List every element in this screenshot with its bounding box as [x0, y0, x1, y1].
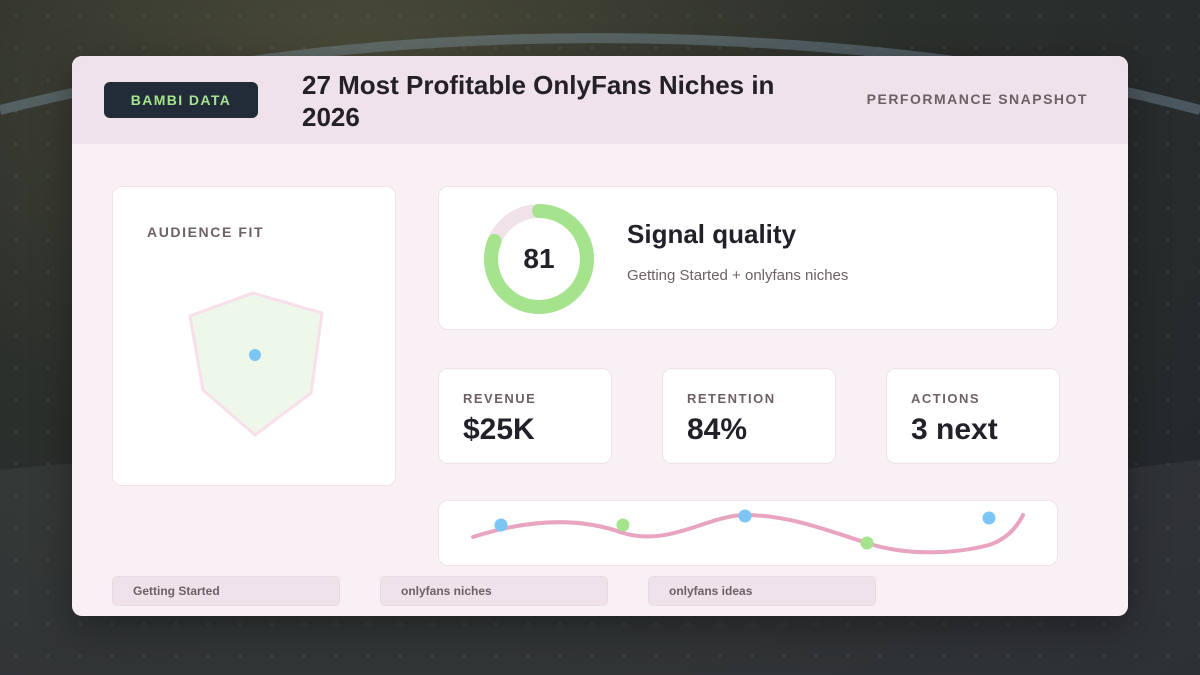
stat-card-actions: ACTIONS 3 next — [886, 368, 1060, 464]
signal-gauge — [484, 204, 594, 314]
signal-title: Signal quality — [627, 219, 797, 249]
trend-point — [616, 518, 630, 532]
audience-fit-panel: AUDIENCE FIT — [112, 186, 396, 486]
stat-value: 84% — [687, 413, 748, 446]
radar-shape — [188, 291, 324, 437]
stat-label: REVENUE — [463, 391, 537, 406]
card-header: BAMBI DATA 27 Most Profitable OnlyFans N… — [72, 56, 1128, 144]
tag-chip-onlyfans-ideas[interactable]: onlyfans ideas — [648, 576, 876, 606]
signal-quality-panel: 81 Signal quality Getting Started + only… — [438, 186, 1058, 330]
tag-chip-onlyfans-niches[interactable]: onlyfans niches — [380, 576, 608, 606]
tag-chip-getting-started[interactable]: Getting Started — [112, 576, 340, 606]
audience-fit-label: AUDIENCE FIT — [147, 224, 265, 240]
stat-label: ACTIONS — [911, 391, 980, 406]
signal-score: 81 — [523, 243, 555, 274]
stat-card-retention: RETENTION 84% — [662, 368, 836, 464]
trend-point — [982, 511, 996, 525]
radar-center-point — [249, 349, 261, 361]
header-label: PERFORMANCE SNAPSHOT — [866, 91, 1088, 107]
audience-radar-chart — [188, 291, 324, 437]
trend-point — [738, 509, 752, 523]
trend-sparkline — [471, 509, 1025, 555]
page-title: 27 Most Profitable OnlyFans Niches in 20… — [302, 70, 775, 132]
stat-card-revenue: REVENUE $25K — [438, 368, 612, 464]
stat-label: RETENTION — [687, 391, 776, 406]
snapshot-card: BAMBI DATA 27 Most Profitable OnlyFans N… — [72, 56, 1128, 616]
signal-gauge-arc — [484, 204, 594, 314]
stat-value: $25K — [463, 413, 535, 446]
trend-point — [860, 536, 874, 550]
stat-value: 3 next — [911, 413, 998, 446]
trend-sparkline-panel — [438, 500, 1058, 566]
signal-subtitle: Getting Started + onlyfans niches — [627, 267, 849, 284]
trend-line — [471, 512, 1025, 555]
brand-badge: BAMBI DATA — [104, 82, 258, 118]
trend-point — [494, 518, 508, 532]
